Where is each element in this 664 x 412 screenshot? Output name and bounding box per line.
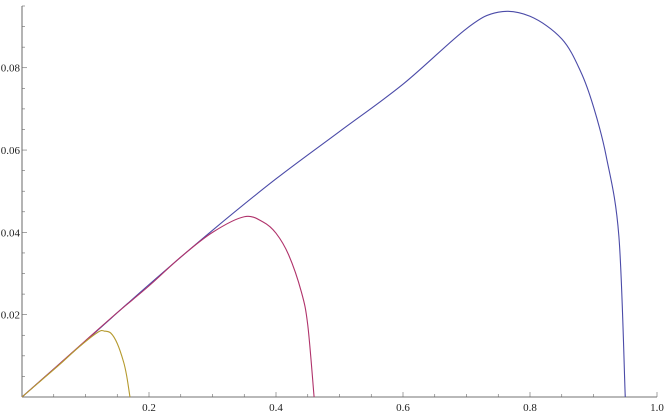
y-tick-label: 0.08 xyxy=(1,63,21,75)
series-line-2 xyxy=(21,215,315,398)
y-tick-label: 0.04 xyxy=(1,227,21,239)
series-group xyxy=(21,10,626,398)
x-tick-label: 0.4 xyxy=(269,402,283,412)
series-line-3 xyxy=(21,329,131,398)
x-tick-label: 0.2 xyxy=(142,402,156,412)
x-tick-label: 1.0 xyxy=(650,402,664,412)
ticks: 0.2 0.4 0.6 0.8 1.0 0.02 0.04 0.06 0.08 xyxy=(1,5,664,412)
x-tick-label: 0.6 xyxy=(396,402,410,412)
series-line-1 xyxy=(21,10,626,398)
axes xyxy=(21,6,657,398)
y-tick-label: 0.02 xyxy=(1,310,20,322)
y-tick-label: 0.06 xyxy=(1,145,21,157)
x-tick-label: 0.8 xyxy=(523,402,537,412)
